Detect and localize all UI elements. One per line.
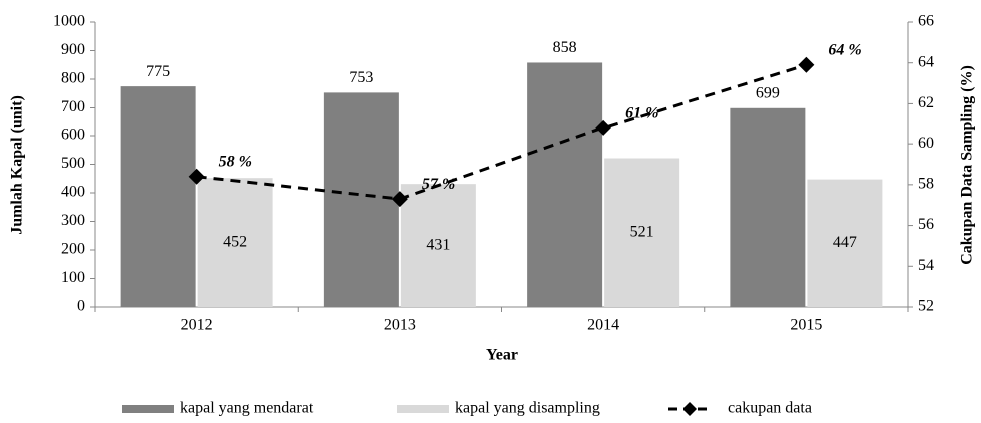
y-tick-label: 400 [61,184,85,201]
bar [604,158,680,307]
bar [527,62,603,307]
legend-label: cakupan data [728,400,812,417]
y2-tick-label: 64 [918,53,934,70]
y-axis-title: Jumlah Kapal (unit) [9,95,26,235]
line-value-label: 61 % [625,105,658,122]
bar [807,179,883,307]
line-marker [391,191,408,208]
bar [120,86,196,307]
bar [400,184,476,307]
y2-tick-label: 60 [918,135,934,152]
bar-value-label: 858 [553,39,577,56]
bar-value-label: 431 [426,236,450,253]
y2-axis-title: Cakupan Data Sampling (%) [959,65,976,265]
y-tick-label: 600 [61,127,85,144]
legend-label: kapal yang mendarat [180,400,314,417]
y-tick-label: 700 [61,98,85,115]
line-marker [595,119,612,136]
bar-value-label: 447 [833,234,857,251]
line-value-label: 64 % [828,41,861,58]
y2-tick-label: 66 [918,13,934,30]
y2-tick-label: 52 [918,298,934,315]
bar [730,107,806,307]
x-tick-label: 2013 [384,317,416,334]
legend-swatch [397,405,449,413]
y-tick-label: 900 [61,41,85,58]
bar-value-label: 775 [146,63,170,80]
bar-value-label: 699 [756,84,780,101]
bar-value-label: 521 [630,223,654,240]
line-marker [798,56,815,73]
bar [197,178,273,307]
legend-label: kapal yang disampling [455,400,600,417]
y-tick-label: 200 [61,241,85,258]
bar-value-label: 753 [349,69,373,86]
line-value-label: 57 % [422,176,455,193]
x-tick-label: 2012 [181,317,213,334]
legend-swatch [122,405,174,413]
y2-tick-label: 56 [918,216,934,233]
y-tick-label: 0 [77,298,85,315]
bar-value-label: 452 [223,233,247,250]
y-tick-label: 100 [61,269,85,286]
y2-tick-label: 54 [918,257,934,274]
line-marker [188,168,205,185]
x-tick-label: 2014 [587,317,619,334]
bar [323,92,399,308]
y2-tick-label: 58 [918,176,934,193]
y-tick-label: 800 [61,70,85,87]
x-tick-label: 2015 [790,317,822,334]
line-value-label: 58 % [219,153,252,170]
y-tick-label: 1000 [53,13,85,30]
legend-marker [683,402,697,416]
x-axis-title: Year [486,347,518,364]
y2-tick-label: 62 [918,94,934,111]
y-tick-label: 300 [61,212,85,229]
line [196,63,807,201]
y-tick-label: 500 [61,155,85,172]
